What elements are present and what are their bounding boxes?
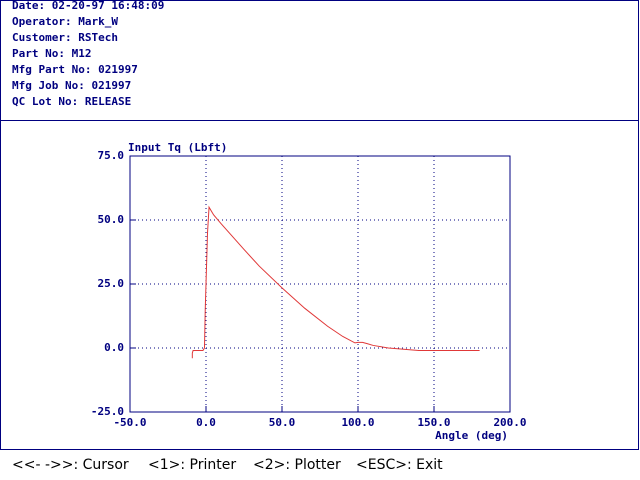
x-axis-title: Angle (deg) xyxy=(435,429,508,442)
y-tick-label: 0.0 xyxy=(104,341,124,354)
header-line: QC Lot No: RELEASE xyxy=(12,95,131,108)
y-tick-label: 50.0 xyxy=(98,213,125,226)
header-line: Mfg Part No: 021997 xyxy=(12,63,138,76)
key-hint: <2>: Plotter xyxy=(253,457,341,473)
header-line: Part No: M12 xyxy=(12,47,91,60)
key-hint: <1>: Printer xyxy=(148,457,236,473)
x-tick-label: 0.0 xyxy=(196,416,216,429)
header-line: Customer: RSTech xyxy=(12,31,118,44)
header-line: Operator: Mark_W xyxy=(12,15,118,28)
y-tick-label: 75.0 xyxy=(98,149,125,162)
y-tick-label: -25.0 xyxy=(91,405,124,418)
x-tick-label: 150.0 xyxy=(417,416,450,429)
y-tick-label: 25.0 xyxy=(98,277,125,290)
y-axis-title: Input Tq (Lbft) xyxy=(128,141,227,154)
key-hint: <<- ->>: Cursor xyxy=(12,457,129,473)
header-line: Mfg Job No: 021997 xyxy=(12,79,131,92)
x-tick-label: -50.0 xyxy=(113,416,146,429)
header-line: Date: 02-20-97 16:48:09 xyxy=(12,0,164,12)
x-tick-label: 50.0 xyxy=(269,416,296,429)
chart-frame xyxy=(0,120,639,450)
torque-curve xyxy=(191,205,480,359)
x-tick-label: 100.0 xyxy=(341,416,374,429)
x-tick-label: 200.0 xyxy=(493,416,526,429)
key-hint: <ESC>: Exit xyxy=(356,457,443,473)
